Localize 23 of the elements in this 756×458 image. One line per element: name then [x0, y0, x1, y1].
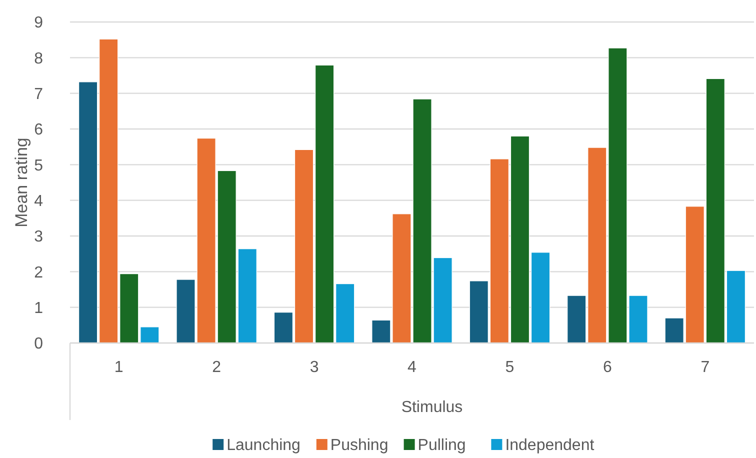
x-tick-label: 6 — [602, 359, 612, 376]
y-tick-label: 1 — [34, 300, 44, 317]
y-tick-label: 7 — [34, 86, 44, 103]
y-tick-label: 6 — [34, 122, 44, 139]
y-tick-label: 3 — [34, 228, 44, 246]
x-tick-label: 7 — [700, 359, 710, 376]
y-tick-label: 4 — [34, 192, 44, 210]
x-axis-title: Stimulus — [401, 399, 463, 416]
x-tick-label: 3 — [310, 359, 319, 376]
legend-label: Pulling — [418, 437, 466, 454]
y-tick-label: 8 — [34, 50, 44, 68]
y-tick-label: 5 — [34, 157, 44, 174]
x-tick-label: 1 — [114, 359, 124, 376]
x-tick-label: 2 — [212, 359, 222, 376]
legend-label: Pushing — [330, 437, 388, 454]
y-tick-label: 9 — [34, 14, 44, 32]
y-tick-label: 0 — [34, 336, 44, 353]
legend-label: Independent — [505, 437, 595, 454]
y-tick-label: 2 — [34, 264, 44, 282]
legend-label: Launching — [226, 437, 300, 454]
y-axis-title: Mean rating — [12, 138, 31, 228]
x-tick-label: 4 — [408, 359, 417, 376]
x-tick-label: 5 — [505, 359, 514, 376]
